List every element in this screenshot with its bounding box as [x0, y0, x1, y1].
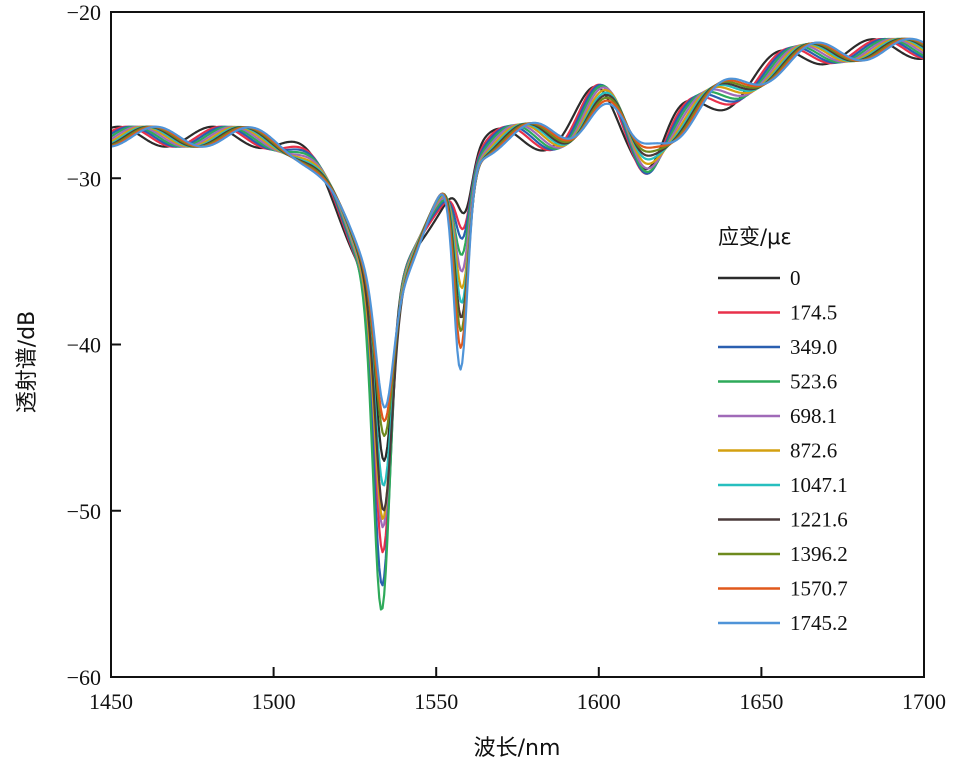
- x-tick-label: 1450: [89, 689, 133, 714]
- y-tick-label: −20: [67, 0, 101, 25]
- legend: 应变/με 0 174.5 349.0 523.6 698.1 872.6 1047.1 122…: [718, 225, 848, 635]
- x-tick-label: 1700: [902, 689, 946, 714]
- legend-label: 1570.7: [790, 577, 848, 601]
- y-axis-label: 透射谱/dB: [15, 311, 40, 413]
- legend-label: 0: [790, 266, 801, 290]
- y-tick-label: −40: [67, 333, 101, 358]
- y-tick-label: −50: [67, 499, 101, 524]
- legend-title: 应变/με: [718, 225, 792, 249]
- legend-label: 1396.2: [790, 542, 848, 566]
- series-line-1745-2: [111, 37, 924, 409]
- legend-label: 698.1: [790, 404, 837, 428]
- plot-area: [111, 37, 924, 611]
- legend-label: 872.6: [790, 439, 837, 463]
- y-tick-label: −30: [67, 166, 101, 191]
- x-tick-label: 1600: [577, 689, 621, 714]
- legend-label: 1745.2: [790, 611, 848, 635]
- legend-label: 523.6: [790, 370, 837, 394]
- series-line-0: [111, 38, 924, 462]
- y-tick-label: −60: [67, 665, 101, 690]
- legend-label: 174.5: [790, 301, 837, 325]
- x-tick-label: 1500: [252, 689, 296, 714]
- x-axis-label: 波长/nm: [474, 736, 561, 761]
- x-tick-label: 1550: [414, 689, 458, 714]
- legend-label: 1047.1: [790, 473, 848, 497]
- legend-label: 1221.6: [790, 508, 848, 532]
- x-tick-label: 1650: [739, 689, 783, 714]
- axes: 1450 1500 1550 1600 1650 1700 −60 −50 −40 −30 −20: [67, 0, 946, 714]
- legend-label: 349.0: [790, 335, 837, 359]
- series-line-1570-7: [111, 37, 924, 423]
